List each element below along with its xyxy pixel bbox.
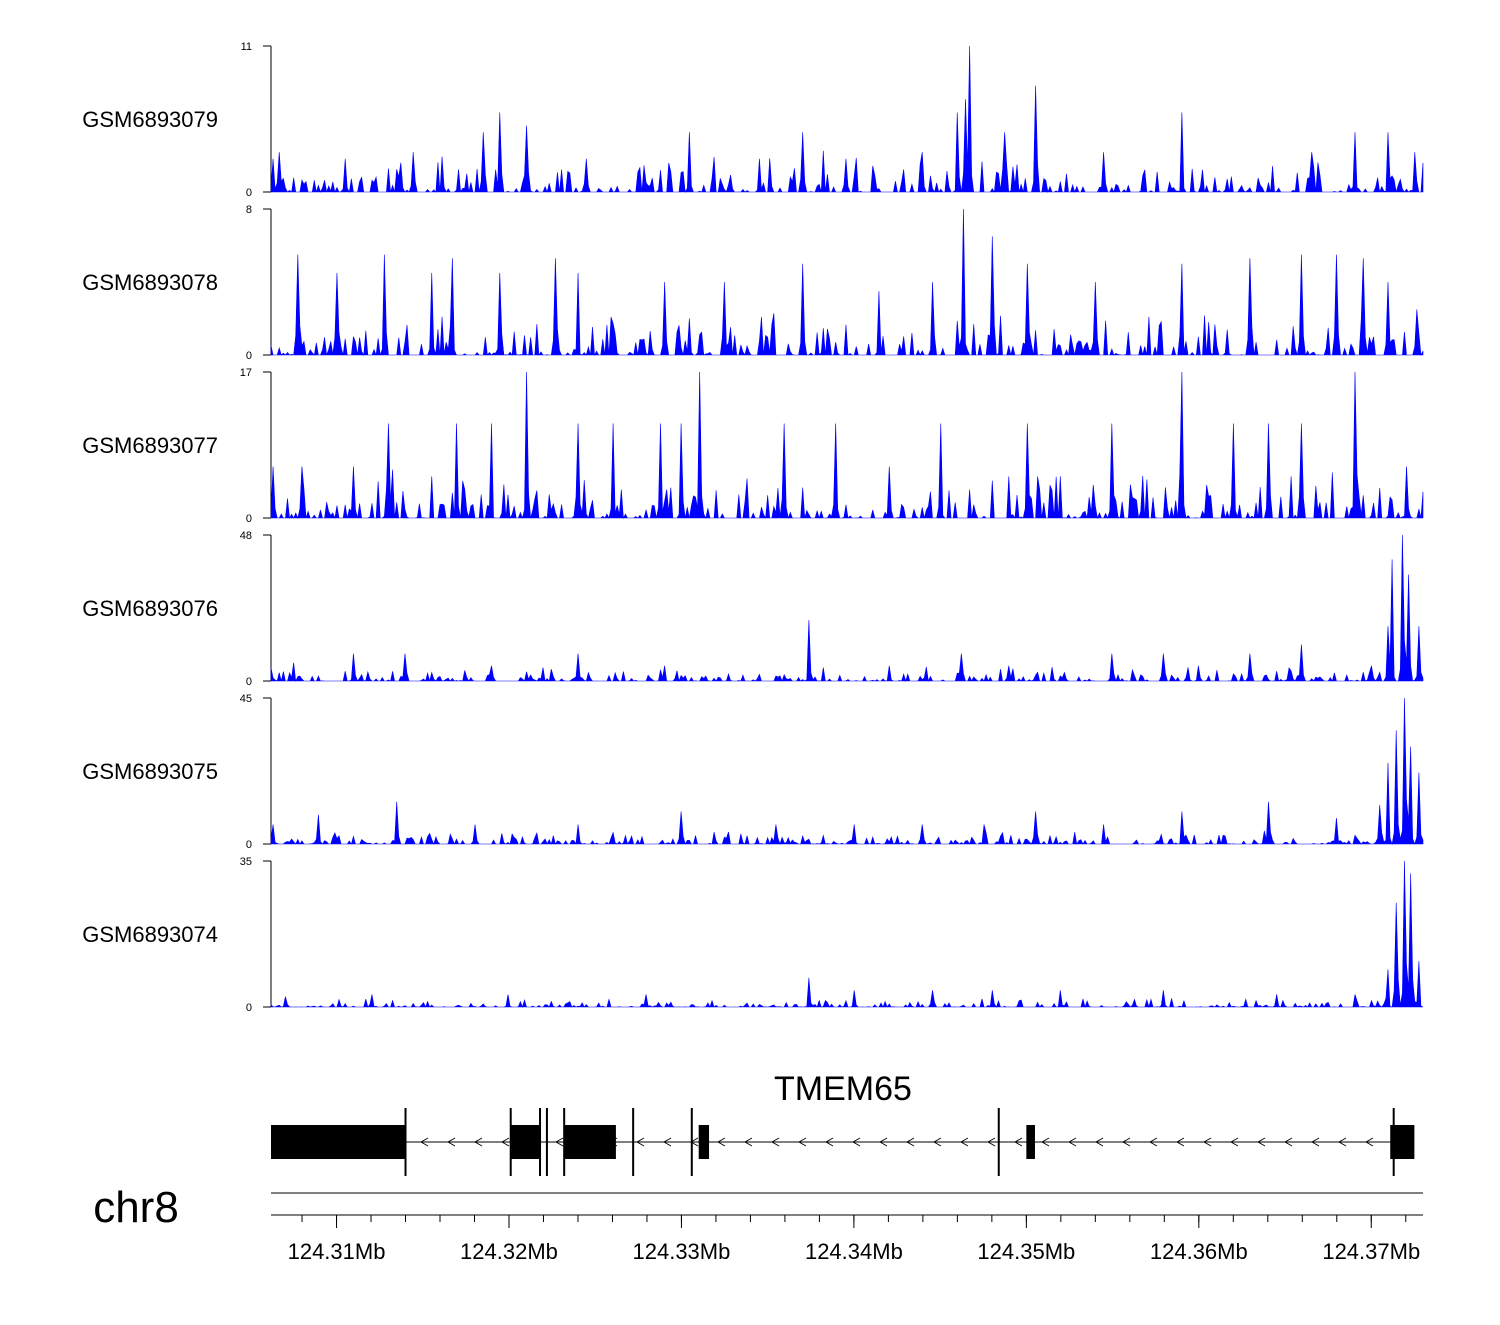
x-tick-label: 124.34Mb [805, 1239, 903, 1264]
strand-arrow [1203, 1137, 1212, 1147]
genomic-axis: 124.31Mb 124.32Mb 124.33Mb 124.34Mb 124.35Mb… [271, 1192, 1423, 1264]
strand-arrow [717, 1137, 726, 1147]
strand-arrow [798, 1137, 807, 1147]
track-label: GSM6893077 [82, 433, 218, 458]
exon-block [564, 1125, 616, 1159]
strand-arrow [1068, 1137, 1077, 1147]
strand-arrow [1284, 1137, 1293, 1147]
exon-block [1026, 1125, 1035, 1159]
strand-arrow [1311, 1137, 1320, 1147]
y-min-label: 0 [246, 350, 252, 362]
y-min-label: 0 [246, 839, 252, 851]
y-max-label: 17 [240, 367, 252, 379]
strand-arrow [1257, 1137, 1266, 1147]
track-label: GSM6893074 [82, 922, 218, 947]
strand-arrow [933, 1137, 942, 1147]
strand-arrow [1149, 1137, 1158, 1147]
track-gsm6893076: GSM6893076 48 0 [82, 530, 1424, 688]
track-label: GSM6893078 [82, 270, 218, 295]
signal-area [270, 371, 1424, 520]
exon-block [698, 1125, 710, 1159]
strand-arrow [1014, 1137, 1023, 1147]
signal-area [270, 860, 1424, 1009]
strand-arrow [1095, 1137, 1104, 1147]
exon-block [271, 1125, 406, 1159]
y-max-label: 48 [240, 530, 252, 542]
strand-arrow [1365, 1137, 1374, 1147]
x-tick-label: 124.36Mb [1150, 1239, 1248, 1264]
strand-arrow [879, 1137, 888, 1147]
strand-arrow [825, 1137, 834, 1147]
track-gsm6893075: GSM6893075 45 0 [82, 693, 1424, 851]
signal-area [270, 208, 1424, 357]
signal-area [270, 45, 1424, 194]
strand-arrow [447, 1137, 456, 1147]
y-min-label: 0 [246, 513, 252, 525]
track-label: GSM6893075 [82, 759, 218, 784]
y-min-label: 0 [246, 676, 252, 688]
strand-arrow [852, 1137, 861, 1147]
strand-arrow [906, 1137, 915, 1147]
y-max-label: 35 [240, 856, 252, 868]
gene-model-track: TMEM65 [271, 1070, 1415, 1176]
strand-arrow [1176, 1137, 1185, 1147]
strand-arrow [555, 1137, 564, 1147]
track-gsm6893077: GSM6893077 17 0 [82, 367, 1424, 525]
x-tick-label: 124.33Mb [633, 1239, 731, 1264]
strand-arrow [960, 1137, 969, 1147]
y-min-label: 0 [246, 187, 252, 199]
y-max-label: 11 [241, 41, 252, 53]
x-tick-label: 124.35Mb [977, 1239, 1075, 1264]
exon-block [510, 1125, 541, 1159]
strand-arrow [474, 1137, 483, 1147]
strand-arrow [1338, 1137, 1347, 1147]
strand-arrow [1041, 1137, 1050, 1147]
track-label: GSM6893079 [82, 107, 218, 132]
gene-name-label: TMEM65 [774, 1070, 912, 1108]
strand-arrow [1230, 1137, 1239, 1147]
strand-arrow [771, 1137, 780, 1147]
track-label: GSM6893076 [82, 596, 218, 621]
y-min-label: 0 [246, 1002, 252, 1014]
strand-arrow [663, 1137, 672, 1147]
track-gsm6893079: GSM6893079 11 0 [82, 41, 1424, 199]
strand-arrow [744, 1137, 753, 1147]
track-gsm6893074: GSM6893074 35 0 [82, 856, 1424, 1014]
x-tick-label: 124.37Mb [1322, 1239, 1420, 1264]
x-tick-label: 124.32Mb [460, 1239, 558, 1264]
x-tick-label: 124.31Mb [288, 1239, 386, 1264]
chromosome-label: chr8 [93, 1183, 179, 1232]
strand-arrow [501, 1137, 510, 1147]
strand-arrow [1122, 1137, 1131, 1147]
y-max-label: 8 [246, 204, 252, 216]
strand-arrow [987, 1137, 996, 1147]
y-max-label: 45 [240, 693, 252, 705]
track-gsm6893078: GSM6893078 8 0 [82, 204, 1424, 362]
signal-area [270, 697, 1424, 846]
signal-tracks: GSM6893079110GSM689307880GSM6893077170GS… [82, 41, 1424, 1014]
strand-arrow [420, 1137, 429, 1147]
strand-arrow [636, 1137, 645, 1147]
signal-area [270, 534, 1424, 683]
